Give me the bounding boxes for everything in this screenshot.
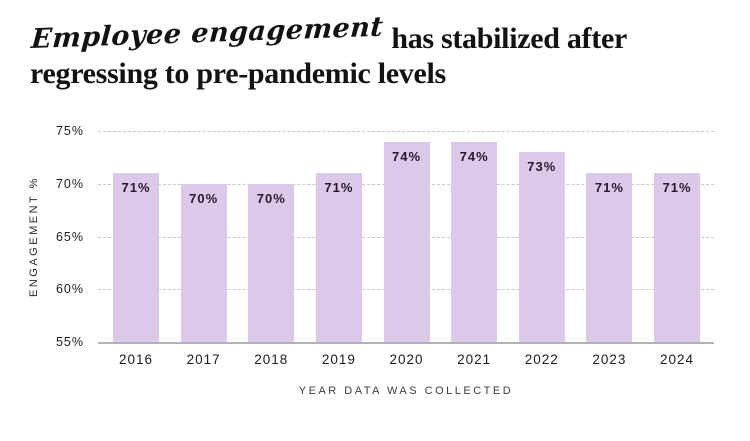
bar-value-label: 73% (527, 159, 557, 175)
x-axis-tick-label: 2016 (118, 352, 154, 367)
x-axis-tick-label: 2022 (524, 352, 559, 367)
bar-2022: 73% (518, 152, 565, 342)
bar-value-label: 71% (594, 180, 624, 196)
bar-2016: 71% (113, 173, 159, 342)
bar-value-label: 71% (662, 180, 692, 196)
x-axis-tick-label: 2020 (389, 352, 424, 367)
x-axis-tick-label: 2024 (659, 352, 695, 367)
bar-value-label: 74% (391, 148, 422, 164)
bar-2020: 74% (383, 141, 430, 342)
x-axis-tick-label: 2018 (254, 352, 289, 367)
y-axis-tick-label: 60% (55, 282, 84, 297)
x-axis-tick-labels: 2016 2017 2018 2019 2020 2021 2022 2023 2024 (98, 352, 714, 367)
x-axis-tick-label: 2023 (592, 352, 627, 367)
bar-2021: 74% (451, 141, 498, 342)
bar-value-label: 70% (189, 190, 219, 206)
y-axis-title: ENGAGEMENT % (28, 176, 40, 297)
chart-title-serif-part: has stabilized after (391, 22, 627, 55)
bar-2019: 71% (315, 173, 362, 342)
x-axis-tick-label: 2019 (321, 352, 356, 367)
bar-2023: 71% (586, 173, 633, 342)
chart-title-script-part: Employee engagement (30, 11, 385, 55)
bar-value-label: 71% (121, 180, 151, 196)
bar-value-label: 71% (324, 180, 354, 196)
bar-2024: 71% (654, 173, 700, 342)
bar-value-label: 74% (459, 148, 489, 164)
y-axis-tick-label: 75% (55, 124, 84, 138)
x-axis-title: YEAR DATA WAS COLLECTED (298, 385, 514, 397)
bar-2018: 70% (248, 183, 295, 342)
plot-area: 71% 70% 70% 71% 74% 74% 73% 71% 71% 75% 70% 65% 60%… (56, 124, 714, 349)
bars-row: 71% 70% 70% 71% 74% 74% 73% 71% 71% (98, 131, 714, 342)
y-axis-tick-label: 65% (55, 229, 84, 244)
chart-title: Employee engagement has stabilized after … (30, 12, 627, 91)
bar-2017: 70% (180, 183, 227, 342)
x-axis-tick-label: 2017 (186, 352, 221, 367)
gridline-75 (98, 131, 714, 132)
chart-title-line2: regressing to pre-pandemic levels (30, 57, 446, 90)
x-axis-tick-label: 2021 (457, 352, 492, 367)
y-axis-tick-label: 55% (55, 335, 84, 349)
bar-value-label: 70% (256, 190, 286, 206)
y-axis-tick-label: 70% (55, 176, 84, 191)
